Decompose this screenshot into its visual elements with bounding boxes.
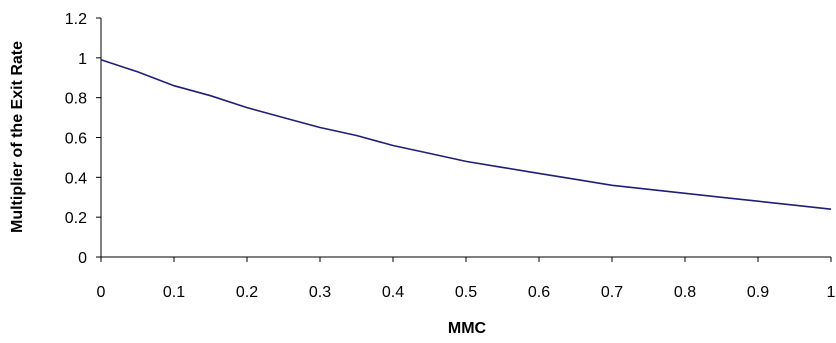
- x-tick-label: 0.6: [528, 284, 550, 301]
- axes: [96, 17, 832, 262]
- x-tick-label: 0.5: [455, 284, 477, 301]
- x-axis-title: MMC: [448, 320, 487, 337]
- y-axis-title: Multiplier of the Exit Rate: [9, 41, 26, 233]
- x-tick-label: 0.1: [163, 284, 185, 301]
- x-tick-label: 0.2: [236, 284, 258, 301]
- y-tick-label: 0.2: [65, 210, 87, 227]
- y-tick-label: 1: [78, 51, 87, 68]
- x-tick-label: 0.8: [674, 284, 696, 301]
- y-tick-label: 1.2: [65, 11, 87, 28]
- tick-labels: 0 0.2 0.4 0.6 0.8 1 1.2 0 0.1 0.2 0.3 0.4 0.5 0.6 0.7 0…: [65, 11, 836, 301]
- y-tick-label: 0.6: [65, 131, 87, 148]
- x-tick-label: 0: [97, 284, 106, 301]
- x-tick-label: 0.3: [309, 284, 331, 301]
- x-tick-label: 0.9: [747, 284, 769, 301]
- series-line: [100, 59, 832, 210]
- x-tick-label: 0.7: [601, 284, 623, 301]
- x-tick-label: 0.4: [382, 284, 404, 301]
- x-tick-label: 1: [827, 284, 836, 301]
- series-layer: [100, 59, 832, 210]
- y-tick-label: 0.8: [65, 91, 87, 108]
- y-tick-label: 0: [78, 250, 87, 267]
- y-tick-label: 0.4: [65, 170, 87, 187]
